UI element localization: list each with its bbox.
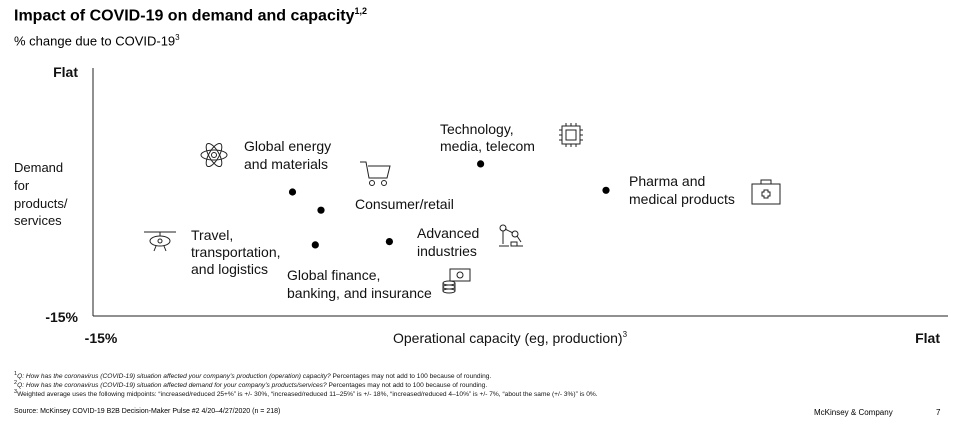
microchip-icon (559, 123, 583, 147)
label-tech: Technology, media, telecom (440, 121, 535, 154)
point-advanced (385, 238, 393, 246)
svg-text:Global energy: Global energy (244, 138, 331, 154)
label-travel: Travel, transportation, and logistics (191, 227, 281, 277)
y-axis-label: Demand for products/ services (14, 160, 68, 228)
label-energy: Global energy and materials (244, 138, 331, 172)
x-tick-min: -15% (85, 330, 118, 346)
svg-text:services: services (14, 213, 62, 228)
footnote-1: 1Q: How has the coronavirus (COVID-19) s… (14, 371, 492, 381)
robot-arm-icon (499, 224, 523, 247)
svg-text:Global finance,: Global finance, (287, 267, 380, 283)
source-note: Source: McKinsey COVID-19 B2B Decision-M… (14, 408, 281, 415)
svg-text:Pharma and: Pharma and (629, 173, 705, 189)
brand-name: McKinsey & Company (814, 408, 893, 417)
svg-text:products/: products/ (14, 196, 68, 211)
svg-text:Travel,: Travel, (191, 227, 233, 243)
shopping-cart-icon (360, 161, 391, 186)
page-number: 7 (936, 408, 941, 417)
scatter-chart: Flat -15% -15% Flat Demand for products/… (14, 64, 948, 346)
data-points (288, 160, 610, 249)
chart-subtitle: % change due to COVID-193 (14, 33, 180, 49)
svg-text:transportation,: transportation, (191, 244, 281, 260)
point-finance (311, 241, 319, 249)
svg-text:Advanced: Advanced (417, 225, 479, 241)
svg-text:Demand: Demand (14, 160, 63, 175)
svg-text:media, telecom: media, telecom (440, 138, 535, 154)
label-finance: Global finance, banking, and insurance (287, 267, 432, 301)
x-tick-max: Flat (915, 330, 940, 346)
svg-text:and materials: and materials (244, 156, 328, 172)
label-consumer: Consumer/retail (355, 196, 454, 212)
label-advanced: Advanced industries (417, 225, 479, 259)
label-pharma: Pharma and medical products (629, 173, 735, 207)
money-coins-icon (442, 268, 471, 294)
svg-text:Technology,: Technology, (440, 121, 514, 137)
x-axis-label: Operational capacity (eg, production)3 (393, 330, 628, 346)
point-energy (288, 188, 297, 196)
y-tick-max: Flat (53, 64, 78, 80)
svg-text:industries: industries (417, 243, 477, 259)
medical-kit-icon (751, 179, 781, 205)
svg-text:for: for (14, 178, 30, 193)
chart-title: Impact of COVID-19 on demand and capacit… (14, 6, 368, 25)
footnote-2: 2Q: How has the coronavirus (COVID-19) s… (14, 380, 488, 390)
footnote-3: 3Weighted average uses the following mid… (14, 389, 598, 399)
point-pharma (602, 186, 610, 194)
airplane-icon (144, 231, 176, 252)
svg-text:banking, and insurance: banking, and insurance (287, 285, 432, 301)
y-tick-min: -15% (45, 309, 78, 325)
point-tech (477, 160, 485, 168)
atom-icon (200, 142, 228, 168)
point-consumer (317, 206, 325, 214)
svg-text:medical products: medical products (629, 191, 735, 207)
svg-text:and logistics: and logistics (191, 261, 268, 277)
